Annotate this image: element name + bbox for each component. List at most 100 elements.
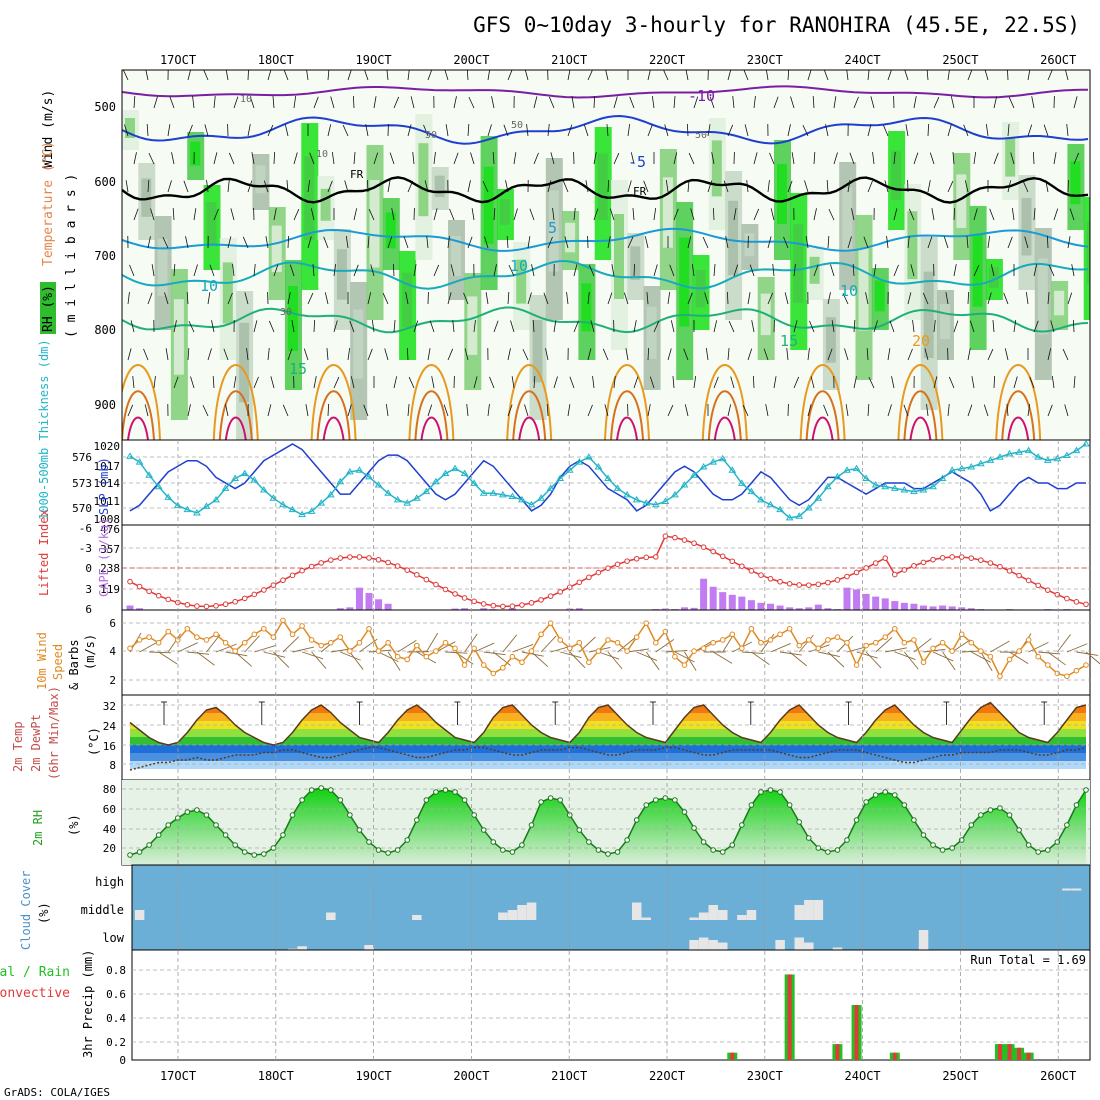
data-point — [825, 579, 831, 586]
data-point — [786, 581, 793, 587]
data-point — [900, 486, 909, 493]
date-tick-label: 17OCT — [160, 1069, 196, 1083]
data-point — [710, 548, 716, 555]
data-point — [1073, 667, 1080, 674]
data-point — [930, 842, 936, 848]
wind-barb — [1073, 152, 1080, 165]
data-point — [815, 645, 822, 652]
data-point — [183, 505, 192, 513]
wind-barb — [1053, 208, 1059, 221]
wind-barb — [730, 376, 735, 389]
cloud-panel: high middle low Cloud Cover (%) — [19, 864, 1091, 951]
wind-barb — [713, 320, 718, 333]
data-point — [939, 847, 946, 853]
temp-contour — [408, 364, 455, 440]
wind-barb — [133, 96, 136, 109]
data-point — [930, 556, 936, 563]
data-point — [901, 802, 908, 808]
wind-barb — [865, 651, 882, 669]
wind-barb — [807, 404, 812, 417]
precip-bars — [727, 974, 1034, 1060]
data-point — [700, 544, 707, 550]
wind-barb — [489, 376, 495, 389]
wind-barb — [330, 96, 335, 109]
wind-barb — [1076, 651, 1099, 656]
temp-contour — [1007, 416, 1030, 440]
wind-barb — [828, 208, 835, 221]
wind-barb — [647, 124, 653, 137]
tick-label: 0.6 — [106, 988, 126, 1001]
data-point — [1035, 582, 1041, 589]
wind-barb — [307, 180, 311, 193]
wind-barb — [947, 180, 954, 193]
data-point — [777, 631, 783, 638]
wind-barb — [265, 236, 269, 249]
data-point — [729, 631, 736, 638]
wind-barb — [1066, 643, 1088, 653]
data-point — [231, 474, 240, 481]
data-point — [356, 639, 363, 646]
wind-barb — [327, 403, 330, 417]
data-point — [480, 601, 487, 607]
wind-barb — [309, 152, 315, 165]
wind-barb — [1045, 180, 1049, 193]
temp-contour — [414, 390, 449, 440]
cape-bar — [690, 607, 698, 610]
cape-bar — [136, 608, 144, 610]
wind-barb — [727, 404, 732, 417]
rh-cell — [190, 141, 201, 166]
wind-barb — [301, 651, 324, 660]
data-point — [1073, 802, 1080, 808]
wind-barb — [153, 376, 156, 389]
tick-label: 1014 — [94, 477, 121, 490]
data-point — [1053, 454, 1062, 462]
cape-bar — [680, 607, 688, 610]
contour-label: 10 — [510, 257, 528, 275]
data-point — [556, 474, 565, 481]
wind-barb — [293, 96, 297, 109]
temp-line — [129, 701, 1087, 746]
tick-label: 700 — [94, 249, 116, 263]
wind-barb — [773, 96, 779, 109]
wind-barb — [133, 152, 137, 165]
tick-label: -6 — [79, 522, 92, 535]
data-point — [509, 653, 516, 660]
tick-label: 16 — [103, 740, 116, 753]
wind-barb — [468, 96, 475, 109]
middle-cloud-bar — [708, 905, 718, 920]
wind-barb — [765, 404, 769, 417]
data-point — [758, 572, 764, 578]
wind-barb — [1067, 292, 1073, 305]
wind-barb — [403, 236, 409, 249]
wind-barb — [443, 404, 449, 417]
wind-barb — [366, 179, 369, 193]
data-point — [356, 827, 363, 833]
cape-bar — [891, 601, 899, 610]
wind-barb — [833, 152, 838, 165]
wind-barb — [333, 376, 340, 389]
wind-barb — [244, 635, 260, 653]
data-point — [852, 464, 861, 472]
data-point — [920, 659, 927, 666]
wind-barb — [550, 152, 555, 165]
data-point — [881, 482, 890, 490]
data-point — [1005, 449, 1014, 457]
wind-barb — [246, 348, 249, 361]
wind-barb — [1010, 152, 1015, 165]
data-point — [671, 490, 679, 498]
data-point — [796, 819, 803, 825]
cape-bar — [747, 600, 755, 610]
data-point — [958, 631, 965, 638]
wind-barb — [467, 124, 470, 137]
wind-barb — [408, 376, 415, 389]
wind-barb — [324, 292, 329, 305]
temp-contour — [122, 85, 1089, 99]
tick-label: 500 — [94, 100, 116, 114]
wind-barb — [833, 96, 837, 109]
wind-barb — [687, 180, 690, 193]
data-point — [519, 602, 525, 608]
wind-barb — [867, 124, 872, 137]
data-point — [489, 489, 498, 496]
wind-barb — [868, 376, 875, 389]
data-point — [748, 625, 755, 632]
